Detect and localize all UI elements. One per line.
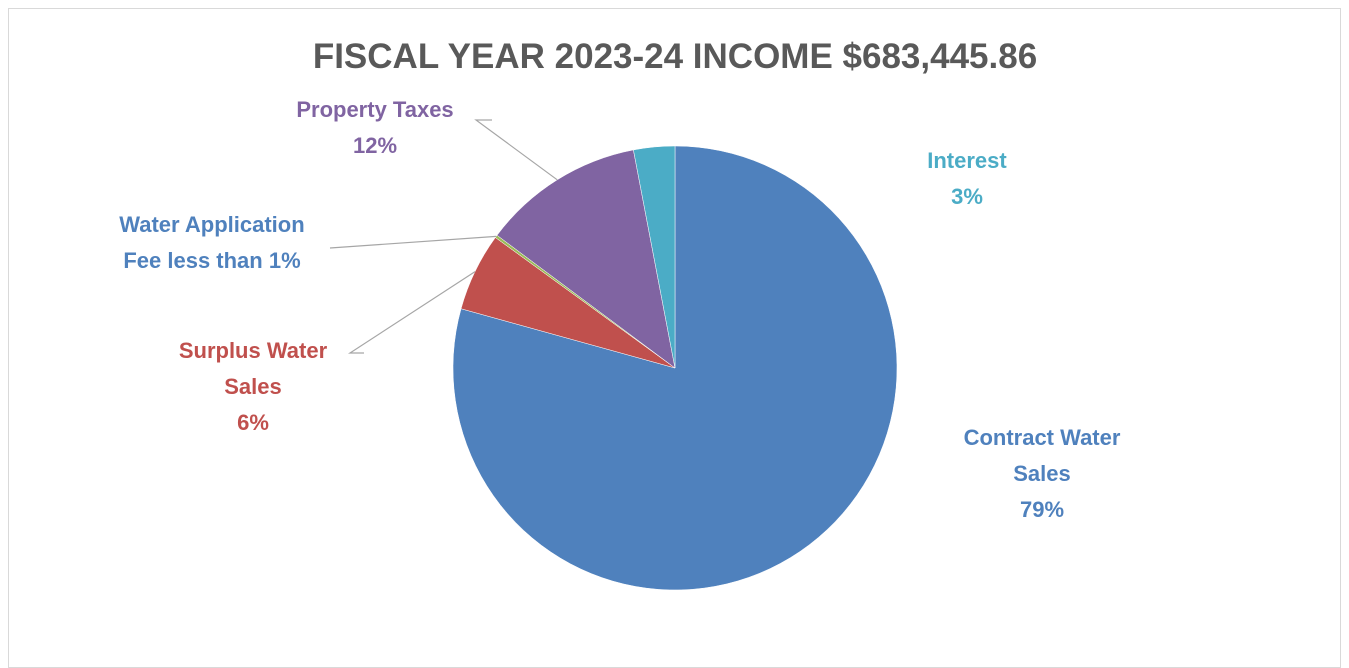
data-label-value-interest: 3% [951, 184, 983, 209]
pie-slices [452, 145, 898, 591]
data-label-value-contract-water-sales: 79% [1020, 497, 1064, 522]
leader-line-property-taxes [474, 119, 558, 181]
data-label-contract-water-sales: Contract Water [964, 425, 1121, 450]
data-label-value-property-taxes: 12% [353, 133, 397, 158]
data-label-surplus-water-sales: Sales [224, 374, 282, 399]
pie-slice-contract-water-sales [452, 145, 898, 591]
pie-slice-interest [633, 145, 676, 369]
leader-line-surplus-water-sales [347, 271, 476, 354]
data-label-value-surplus-water-sales: 6% [237, 410, 269, 435]
data-label-property-taxes: Property Taxes [296, 97, 453, 122]
data-label-water-application-fee: Water Application [119, 212, 304, 237]
data-label-water-application-fee: Fee less than 1% [123, 248, 300, 273]
data-label-contract-water-sales: Sales [1013, 461, 1071, 486]
data-label-surplus-water-sales: Surplus Water [179, 338, 328, 363]
pie-chart: FISCAL YEAR 2023-24 INCOME $683,445.86 C… [119, 37, 1121, 591]
leader-lines [329, 119, 558, 354]
data-label-interest: Interest [927, 148, 1007, 173]
slice-labels: Contract Water Sales 79% Surplus Water Sales… [119, 97, 1121, 522]
leader-line-water-application-fee [329, 235, 497, 249]
chart-title: FISCAL YEAR 2023-24 INCOME $683,445.86 [313, 37, 1037, 76]
